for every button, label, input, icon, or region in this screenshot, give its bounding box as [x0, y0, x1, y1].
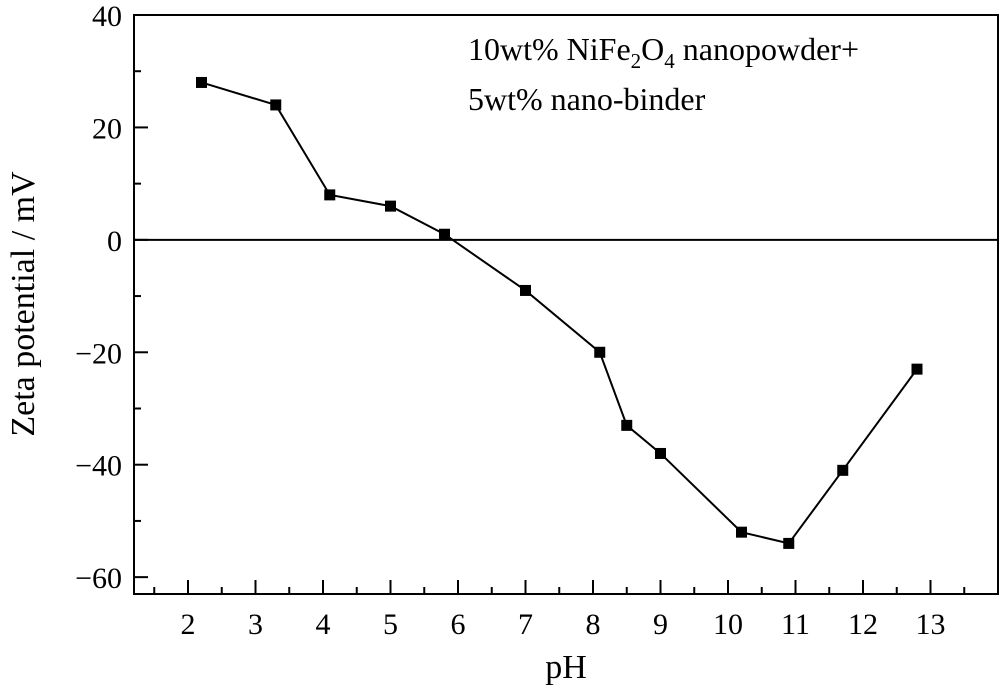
data-point-marker: [520, 284, 531, 296]
annotation-subscript-2: 2: [631, 49, 642, 73]
x-tick-label: 5: [383, 608, 398, 641]
data-point-marker: [736, 526, 747, 538]
y-tick-label: −20: [75, 337, 122, 370]
annotation-suffix: nanopowder+: [675, 31, 859, 67]
x-tick-label: 4: [316, 608, 331, 641]
series-layer: [196, 76, 923, 549]
data-point-marker: [621, 419, 633, 431]
x-axis-title: pH: [545, 649, 587, 686]
x-tick-label: 12: [848, 608, 878, 641]
data-point-marker: [783, 537, 795, 549]
data-point-marker: [385, 200, 396, 212]
plot-frame: [133, 14, 999, 595]
x-tick-label: 2: [181, 608, 196, 641]
x-tick-label: 13: [916, 608, 946, 641]
x-tick-label: 11: [781, 608, 810, 641]
y-tick-label: −40: [75, 450, 122, 483]
y-tick-label: 20: [92, 112, 122, 145]
y-axis-title: Zeta potential / mV: [5, 171, 42, 437]
data-point-marker: [655, 447, 666, 459]
data-point-marker: [324, 189, 336, 201]
data-point-marker: [439, 228, 450, 240]
y-tick-label: −60: [75, 562, 122, 595]
x-tick-label: 3: [248, 608, 263, 641]
annotation-subscript-4: 4: [664, 49, 675, 73]
annotation-oxygen: O: [641, 31, 664, 67]
annotation-prefix: 10wt% NiFe: [468, 31, 631, 67]
x-tick-label: 9: [653, 608, 668, 641]
data-point-marker: [270, 99, 282, 111]
y-axis: −60 −40 −20 0 20 40: [75, 0, 148, 595]
data-point-marker: [594, 346, 606, 358]
legend-annotation-line1: 10wt% NiFe2O4 nanopowder+: [468, 31, 859, 73]
y-tick-label: 0: [107, 225, 122, 258]
x-tick-label: 6: [451, 608, 466, 641]
data-point-marker: [196, 76, 207, 88]
data-point-marker: [837, 464, 849, 476]
y-tick-label: 40: [92, 0, 122, 33]
x-axis: 2 3 4 5 6 7 8 9 10 11 12 13: [153, 580, 966, 641]
series-line: [201, 81, 918, 545]
data-point-marker: [911, 363, 923, 375]
x-tick-label: 7: [518, 608, 533, 641]
x-tick-label: 8: [586, 608, 601, 641]
x-tick-label: 10: [713, 608, 743, 641]
legend-annotation-line2: 5wt% nano-binder: [468, 81, 706, 117]
